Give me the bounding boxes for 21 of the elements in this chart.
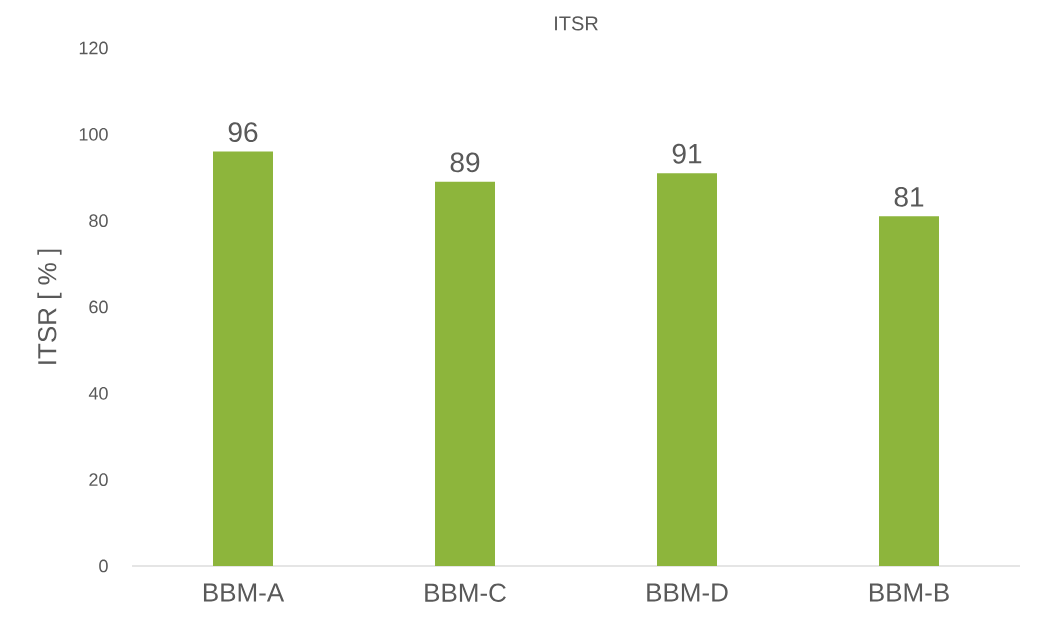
chart-title: ITSR xyxy=(555,16,598,31)
x-tick-label: BBM-C xyxy=(425,583,506,602)
data-label: 81 xyxy=(894,187,924,207)
y-tick-label: 100 xyxy=(79,127,108,141)
x-tick-label: BBM-B xyxy=(869,583,949,602)
bar xyxy=(435,181,495,566)
data-label: 96 xyxy=(228,122,258,143)
bar xyxy=(879,216,939,566)
y-tick-label: 120 xyxy=(79,41,108,55)
x-tick-label: BBM-D xyxy=(647,583,728,602)
data-label: 89 xyxy=(450,152,480,173)
bar xyxy=(213,151,273,566)
y-axis-title: ITSR [ % ] xyxy=(37,249,62,364)
y-tick-label: 40 xyxy=(88,386,108,400)
data-label: 91 xyxy=(672,143,702,164)
y-tick-label: 0 xyxy=(99,559,108,573)
y-tick-label: 60 xyxy=(89,300,108,314)
y-tick-label: 20 xyxy=(89,473,108,487)
x-tick-label: BBM-A xyxy=(203,583,285,602)
bar xyxy=(657,173,717,566)
y-tick-label: 80 xyxy=(89,214,108,228)
